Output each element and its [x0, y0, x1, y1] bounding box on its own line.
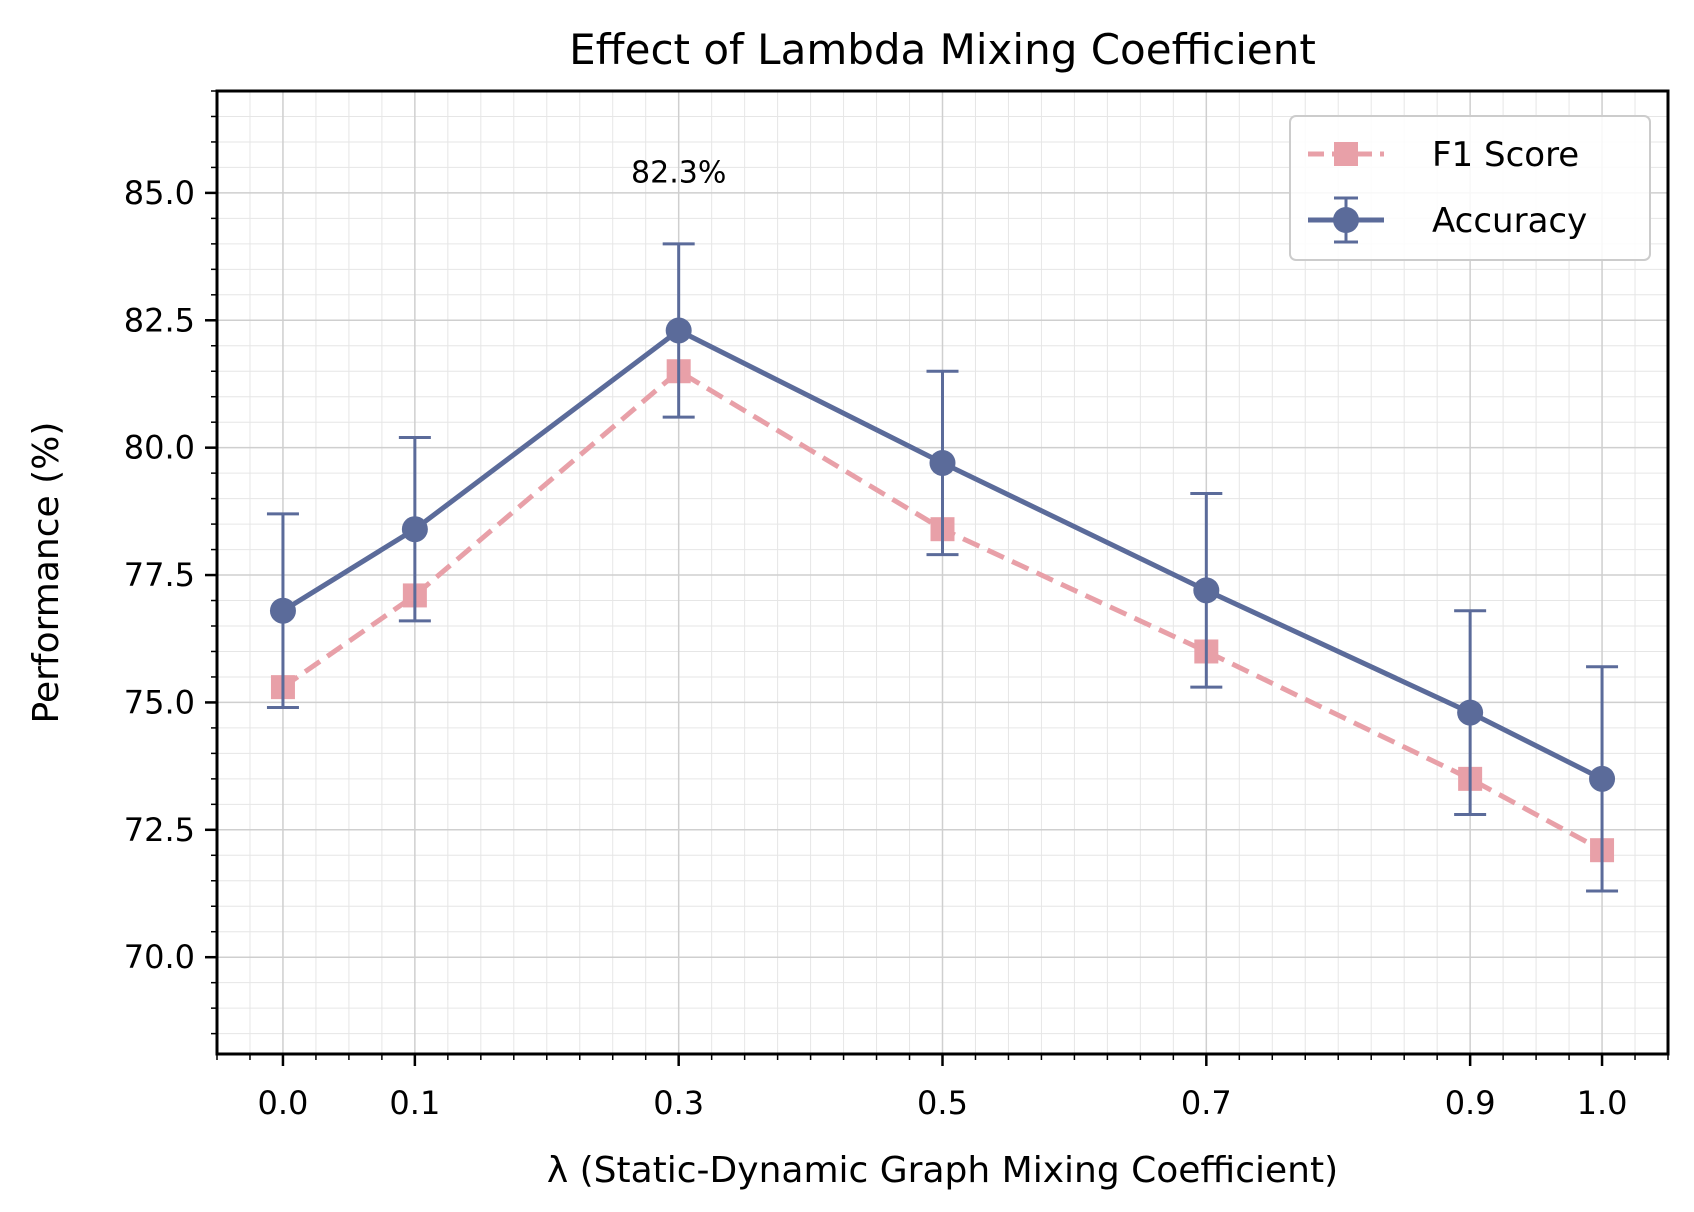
x-tick-label: 0.7: [1181, 1084, 1232, 1122]
tick-labels: 0.0 0.1 0.3 0.5 0.7 0.9 1.0 70.0 72.5 75.0 77.5 80.…: [124, 174, 1628, 1122]
x-tick-label: 0.9: [1445, 1084, 1496, 1122]
legend-accuracy-marker: [1333, 207, 1359, 233]
accuracy-marker: [1589, 765, 1616, 792]
chart-title: Effect of Lambda Mixing Coefficient: [569, 25, 1316, 74]
accuracy-marker: [1457, 699, 1484, 726]
y-tick-label: 75.0: [124, 683, 195, 721]
x-tick-label: 0.1: [389, 1084, 440, 1122]
peak-annotation: 82.3%: [631, 156, 726, 191]
accuracy-marker: [401, 516, 428, 543]
legend-entry-label: Accuracy: [1432, 201, 1587, 241]
legend: F1 Score Accuracy: [1289, 115, 1651, 261]
y-axis-label: Performance (%): [26, 422, 67, 724]
series-layer: [266, 242, 1619, 893]
annotations: 82.3%: [631, 156, 726, 191]
y-tick-label: 72.5: [124, 811, 195, 849]
y-tick-label: 85.0: [124, 174, 195, 212]
x-tick-label: 1.0: [1577, 1084, 1628, 1122]
y-tick-label: 80.0: [124, 429, 195, 467]
accuracy-marker: [1193, 577, 1220, 604]
x-tick-label: 0.5: [917, 1084, 968, 1122]
y-tick-label: 77.5: [124, 556, 195, 594]
y-tick-label: 70.0: [124, 938, 195, 976]
series-accuracy: [266, 242, 1619, 893]
axis-ticks: [205, 90, 1669, 1066]
accuracy-marker: [269, 597, 296, 624]
accuracy-marker: [665, 317, 692, 344]
x-tick-label: 0.3: [653, 1084, 704, 1122]
legend-f1-marker: [1334, 142, 1358, 166]
x-axis-label: λ (Static-Dynamic Graph Mixing Coefficie…: [547, 1150, 1338, 1191]
y-tick-label: 82.5: [124, 301, 195, 339]
x-tick-label: 0.0: [258, 1084, 309, 1122]
accuracy-marker: [929, 449, 956, 476]
legend-entry-label: F1 Score: [1432, 135, 1579, 175]
